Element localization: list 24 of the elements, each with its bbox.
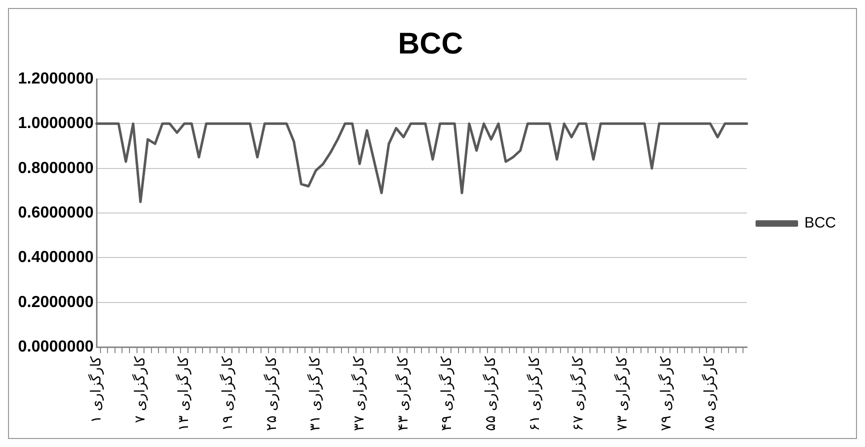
- y-tick-label: 0.8000000: [18, 160, 94, 177]
- y-tick-label: 0.6000000: [18, 204, 94, 222]
- x-tick-label: کارگزاری ۷: [131, 356, 148, 423]
- y-tick-label: 0.4000000: [18, 249, 94, 266]
- x-tick-label: کارگزاری ۱۳: [175, 356, 192, 431]
- x-tick-label: کارگزاری ۵۵: [482, 356, 499, 431]
- x-tick-label: کارگزاری ۷۳: [613, 356, 630, 431]
- x-tick-label: کارگزاری ۱: [87, 356, 104, 423]
- x-tick-label: کارگزاری ۳۱: [306, 356, 324, 431]
- x-tick-label: کارگزاری ۴۹: [438, 356, 456, 431]
- x-tick-label: کارگزاری ۴۳: [394, 356, 412, 431]
- x-tick-label: کارگزاری ۸۵: [701, 356, 718, 431]
- x-tick-label: کارگزاری ۳۷: [350, 356, 368, 431]
- y-tick-label: 1.2000000: [18, 70, 94, 88]
- x-tick-label: کارگزاری ۷۹: [657, 356, 674, 431]
- x-tick-label: کارگزاری ۶۷: [570, 356, 587, 431]
- y-tick-label: 0.2000000: [18, 294, 94, 311]
- x-tick-label: کارگزاری ۲۵: [262, 356, 280, 431]
- x-tick-label: کارگزاری ۱۹: [218, 356, 236, 431]
- x-tick-label: کارگزاری ۶۱: [526, 356, 543, 431]
- y-tick-label: 1.0000000: [18, 115, 94, 132]
- legend-label: BCC: [804, 214, 836, 232]
- chart-title: BCC: [398, 27, 463, 60]
- y-tick-label: 0.0000000: [18, 338, 94, 356]
